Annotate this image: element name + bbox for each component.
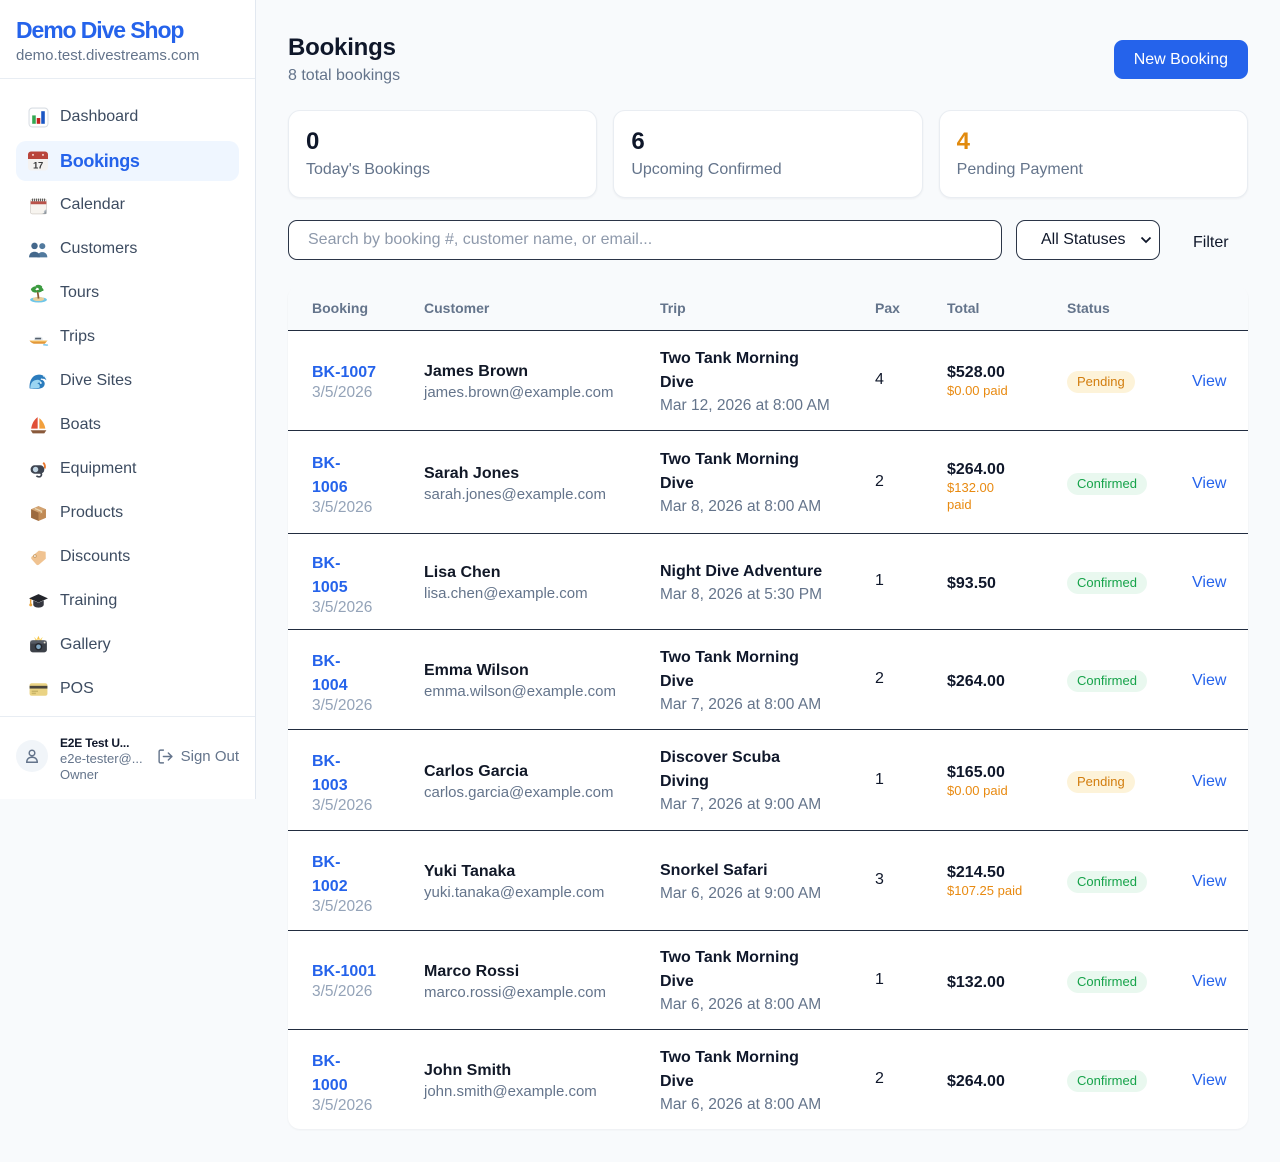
svg-text:17: 17: [33, 160, 43, 171]
